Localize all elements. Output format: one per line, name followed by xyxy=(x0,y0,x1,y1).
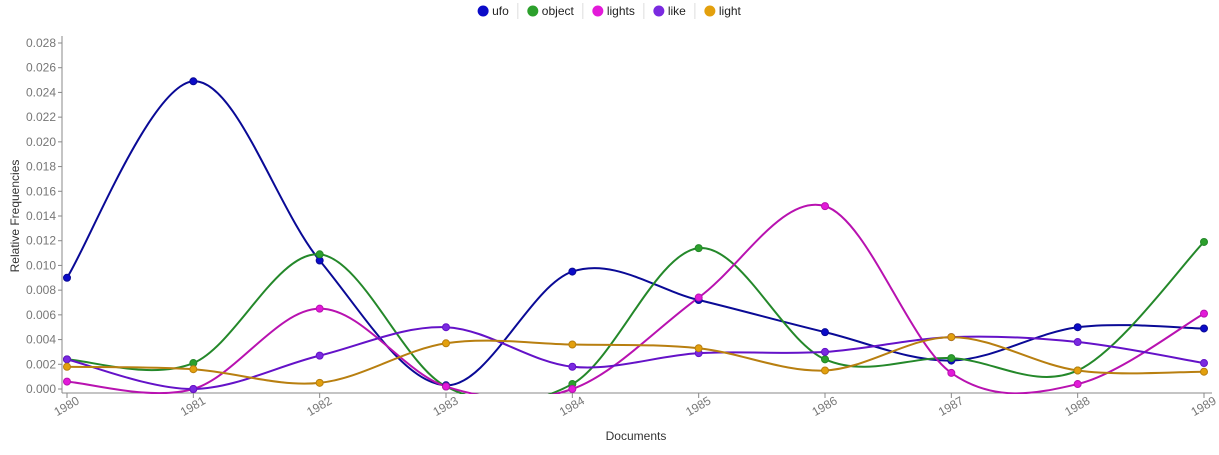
point-lights-1980[interactable] xyxy=(63,377,71,386)
point-object-1986[interactable] xyxy=(821,355,829,364)
x-tick-label: 1986 xyxy=(810,393,840,419)
point-object-1985[interactable] xyxy=(694,244,703,253)
point-object-1982[interactable] xyxy=(315,250,324,259)
point-ufo-1984[interactable] xyxy=(568,267,577,276)
y-tick-label: 0.004 xyxy=(26,333,56,347)
x-tick-label: 1980 xyxy=(52,393,82,419)
legend-swatch xyxy=(477,5,489,17)
legend-item-like[interactable]: like xyxy=(653,4,686,18)
point-like-1986[interactable] xyxy=(821,347,829,356)
y-tick-label: 0.000 xyxy=(26,382,56,396)
point-like-1981[interactable] xyxy=(189,385,198,393)
y-tick-label: 0.020 xyxy=(26,135,56,149)
series-line-light xyxy=(66,336,1205,385)
series-line-ufo xyxy=(66,80,1205,387)
point-lights-1982[interactable] xyxy=(315,304,324,313)
point-like-1980[interactable] xyxy=(63,355,71,364)
legend-label: light xyxy=(719,4,742,18)
y-tick-label: 0.008 xyxy=(26,283,56,297)
point-lights-1986[interactable] xyxy=(821,202,829,211)
y-tick-label: 0.012 xyxy=(26,234,56,248)
y-tick-label: 0.016 xyxy=(26,184,56,198)
point-lights-1989[interactable] xyxy=(1200,309,1208,318)
x-axis: 1980 1981 1982 1983 1984 1985 1986 1987 1988 1989 xyxy=(52,392,1219,419)
y-tick-label: 0.022 xyxy=(26,110,56,124)
point-light-1981[interactable] xyxy=(189,365,198,374)
x-tick-label: 1988 xyxy=(1062,393,1092,419)
x-tick-label: 1981 xyxy=(178,393,208,419)
legend-swatch xyxy=(527,5,539,17)
y-tick-label: 0.010 xyxy=(26,258,56,272)
y-tick-label: 0.014 xyxy=(26,209,56,223)
legend-swatch xyxy=(704,5,716,17)
x-tick-label: 1989 xyxy=(1189,393,1219,419)
y-tick-label: 0.018 xyxy=(26,160,56,174)
legend: ufo object lights like light xyxy=(477,3,742,19)
y-tick-label: 0.028 xyxy=(26,36,56,50)
legend-swatch xyxy=(592,5,604,17)
point-like-1988[interactable] xyxy=(1073,338,1082,347)
point-lights-1988[interactable] xyxy=(1073,380,1082,389)
point-like-1983[interactable] xyxy=(442,323,450,332)
legend-label: lights xyxy=(607,4,635,18)
point-light-1985[interactable] xyxy=(694,344,703,353)
series-line-like xyxy=(66,326,1205,391)
point-like-1989[interactable] xyxy=(1200,359,1208,368)
point-light-1986[interactable] xyxy=(821,366,829,375)
point-lights-1984[interactable] xyxy=(568,385,577,393)
point-light-1980[interactable] xyxy=(63,362,71,371)
series-points xyxy=(63,77,1208,393)
point-object-1987[interactable] xyxy=(947,354,956,363)
legend-item-object[interactable]: object xyxy=(527,4,574,18)
x-tick-label: 1987 xyxy=(936,393,966,419)
point-like-1984[interactable] xyxy=(568,362,577,371)
legend-label: object xyxy=(542,4,575,18)
y-tick-label: 0.024 xyxy=(26,85,56,99)
point-ufo-1988[interactable] xyxy=(1073,323,1082,332)
point-object-1989[interactable] xyxy=(1200,237,1208,246)
x-tick-label: 1984 xyxy=(557,393,587,419)
point-light-1988[interactable] xyxy=(1073,366,1082,375)
x-tick-label: 1982 xyxy=(304,393,334,419)
point-light-1989[interactable] xyxy=(1200,367,1208,376)
point-lights-1987[interactable] xyxy=(947,368,956,377)
point-lights-1985[interactable] xyxy=(694,293,703,302)
point-lights-1983[interactable] xyxy=(442,382,450,391)
y-axis-label: Relative Frequencies xyxy=(8,160,22,273)
series-line-lights xyxy=(66,203,1205,394)
point-ufo-1989[interactable] xyxy=(1200,324,1208,333)
point-ufo-1986[interactable] xyxy=(821,328,829,337)
y-tick-label: 0.026 xyxy=(26,61,56,75)
y-axis: 0.000 0.002 0.004 0.006 0.008 0.010 0.012 0.014… xyxy=(26,36,63,396)
point-ufo-1981[interactable] xyxy=(189,77,198,86)
point-light-1984[interactable] xyxy=(568,340,577,349)
legend-label: ufo xyxy=(492,4,509,18)
y-tick-label: 0.006 xyxy=(26,308,56,322)
point-ufo-1980[interactable] xyxy=(63,273,71,282)
point-light-1983[interactable] xyxy=(442,339,450,348)
legend-item-ufo[interactable]: ufo xyxy=(477,4,510,18)
legend-item-lights[interactable]: lights xyxy=(592,4,635,18)
point-light-1987[interactable] xyxy=(947,333,956,342)
legend-item-light[interactable]: light xyxy=(704,4,742,18)
series-lines xyxy=(66,80,1205,394)
x-tick-label: 1985 xyxy=(683,393,713,419)
legend-label: like xyxy=(668,4,686,18)
point-like-1982[interactable] xyxy=(315,351,324,360)
x-tick-label: 1983 xyxy=(431,393,461,419)
x-axis-label: Documents xyxy=(606,429,667,443)
series-line-object xyxy=(66,241,1205,394)
point-light-1982[interactable] xyxy=(315,378,324,387)
legend-swatch xyxy=(653,5,665,17)
y-tick-label: 0.002 xyxy=(26,357,56,371)
